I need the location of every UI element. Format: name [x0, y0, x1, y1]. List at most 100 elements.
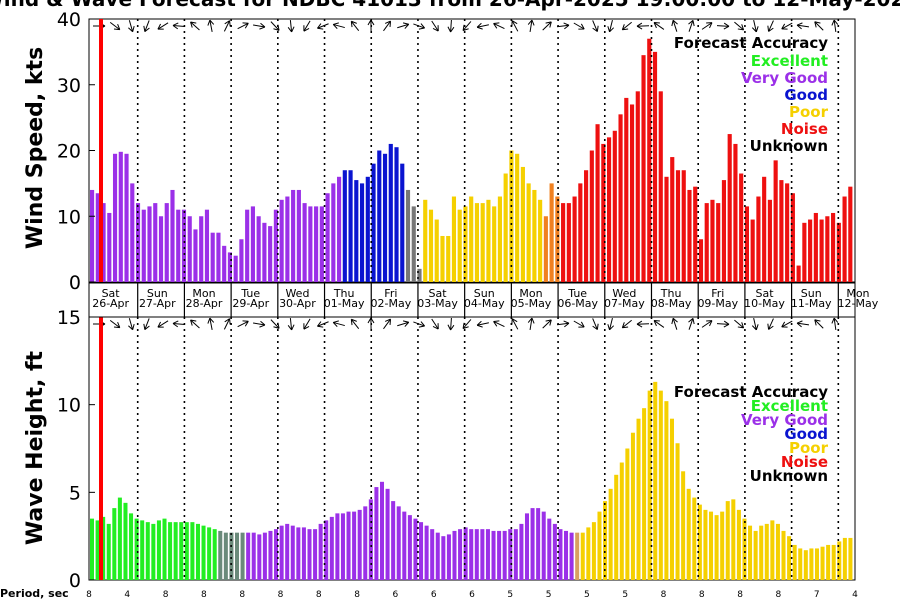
wave-bar	[642, 408, 647, 580]
arrow-shaft	[529, 317, 533, 331]
arrow-head	[190, 319, 197, 326]
arrow-head	[688, 317, 695, 325]
wind-bar	[515, 153, 520, 282]
arrow-shaft	[270, 319, 280, 329]
wind-bar	[296, 189, 301, 282]
arrow-shaft	[688, 20, 694, 32]
wave-bar	[714, 515, 719, 580]
direction-arrow-icon	[270, 319, 280, 329]
arrow-head	[113, 24, 121, 31]
wave-bar	[826, 544, 831, 580]
wave-bar	[480, 529, 485, 580]
arrow-shaft	[383, 318, 391, 330]
period-value: 8	[278, 590, 284, 600]
wave-bar	[709, 511, 714, 580]
wave-bar	[162, 518, 167, 580]
arrow-shaft	[109, 319, 121, 329]
wave-bar	[385, 488, 390, 580]
direction-arrow-icon	[383, 318, 392, 330]
wave-bar	[340, 513, 345, 580]
wind-bar	[285, 196, 290, 282]
direction-arrow-icon	[207, 19, 215, 32]
wave-bar	[669, 418, 674, 580]
arrow-head	[207, 317, 215, 324]
wave-bar	[569, 532, 574, 580]
wave-bar	[106, 523, 111, 580]
legend-poor: Poor	[789, 439, 829, 457]
wind-bar	[124, 153, 129, 282]
wave-bar	[446, 534, 451, 580]
arrow-shaft	[397, 23, 409, 29]
arrow-head	[259, 22, 266, 30]
wind-bar	[245, 209, 250, 283]
wave-bar	[212, 529, 217, 580]
period-value: 8	[163, 590, 169, 600]
wave-bar	[781, 530, 786, 580]
direction-arrow-icon	[253, 320, 266, 328]
wind-bar	[348, 170, 353, 282]
wind-bar	[308, 206, 313, 282]
wind-legend: Forecast Accuracy Excellent Very Good Go…	[674, 34, 829, 155]
direction-arrow-icon	[190, 319, 200, 329]
direction-arrow-icon	[831, 317, 839, 331]
direction-arrow-icon	[621, 319, 632, 329]
arrow-shaft	[511, 20, 519, 32]
direction-arrow-icon	[143, 318, 150, 330]
wave-bar	[787, 536, 792, 580]
arrow-head	[172, 320, 179, 328]
wave-bar	[580, 532, 585, 580]
direction-arrow-icon	[607, 318, 615, 331]
day-label-row: Sat26-AprSun27-AprMon28-AprTue29-AprWed3…	[88, 282, 879, 318]
arrow-head	[796, 22, 803, 30]
wave-bar	[134, 518, 139, 580]
arrow-head	[242, 22, 249, 29]
wind-bar	[325, 193, 330, 282]
direction-arrow-icon	[621, 21, 632, 31]
arrow-head	[224, 20, 231, 27]
arrow-shaft	[796, 24, 810, 28]
arrow-shaft	[609, 20, 613, 32]
direction-arrow-icon	[688, 317, 695, 330]
direction-arrow-icon	[814, 21, 824, 31]
arrow-head	[432, 25, 439, 32]
wave-bar	[686, 488, 691, 580]
wave-bar	[140, 520, 145, 580]
wind-bar	[647, 38, 652, 282]
arrow-head	[384, 318, 392, 325]
wind-bar	[796, 265, 801, 282]
wave-bar	[491, 530, 496, 580]
wind-bar	[836, 222, 841, 282]
day-label-strip	[88, 282, 856, 318]
period-value: 6	[393, 590, 399, 600]
direction-arrow-icon	[397, 22, 410, 29]
direction-arrow-icon	[527, 317, 535, 331]
legend-unknown: Unknown	[750, 467, 828, 485]
wave-ytick-label: 10	[57, 395, 81, 417]
direction-arrow-icon	[237, 320, 249, 328]
date-label: 12-May	[838, 297, 879, 310]
direction-arrow-icon	[716, 22, 730, 30]
arrow-head	[621, 24, 629, 31]
wave-bar	[435, 532, 440, 580]
arrow-head	[207, 19, 215, 26]
wind-bar	[227, 252, 232, 282]
arrow-head	[402, 22, 410, 29]
wind-bar	[589, 150, 594, 282]
wind-bar	[750, 219, 755, 282]
wind-bar	[331, 183, 336, 283]
wave-bar	[547, 518, 552, 580]
legend-very-good: Very Good	[741, 69, 828, 87]
wave-bar	[731, 499, 736, 580]
direction-arrow-icon	[607, 20, 615, 33]
direction-arrow-icon	[303, 318, 311, 330]
wind-bar	[158, 216, 164, 282]
wave-bar	[424, 525, 429, 580]
arrow-shaft	[542, 21, 552, 31]
arrow-shaft	[190, 319, 200, 329]
legend-heading: Forecast Accuracy	[674, 34, 828, 52]
period-value: 4	[124, 590, 130, 600]
wind-bar	[239, 239, 244, 282]
wave-bar	[748, 525, 753, 580]
direction-arrow-icon	[671, 19, 678, 32]
period-axis-label: Period, sec	[0, 587, 69, 600]
